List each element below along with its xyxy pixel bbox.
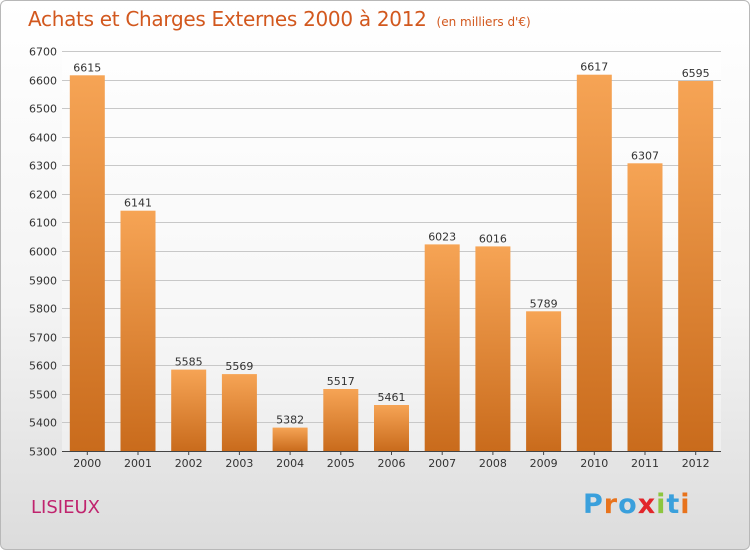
- bar-2008: [475, 246, 511, 451]
- y-tick-label: 6400: [29, 132, 57, 145]
- logo-letter: o: [618, 489, 638, 520]
- bar-2001: [120, 210, 156, 451]
- data-label: 5461: [378, 391, 406, 404]
- data-label: 6615: [73, 61, 101, 74]
- y-tick-label: 5600: [29, 360, 57, 373]
- logo-letter: i: [656, 489, 667, 520]
- y-tick-label: 5300: [29, 446, 57, 459]
- y-tick-label: 6500: [29, 103, 57, 116]
- bars: [69, 74, 714, 452]
- y-tick-label: 6600: [29, 75, 57, 88]
- x-tick-label: 2008: [479, 457, 507, 470]
- y-tick-label: 5800: [29, 303, 57, 316]
- data-label: 6617: [580, 61, 608, 74]
- data-label: 5569: [225, 360, 253, 373]
- x-tick-label: 2005: [327, 457, 355, 470]
- y-tick-label: 6200: [29, 189, 57, 202]
- y-tick-label: 5700: [29, 332, 57, 345]
- x-tick-label: 2004: [276, 457, 304, 470]
- bar-2010: [576, 74, 612, 451]
- y-tick-label: 6700: [29, 46, 57, 59]
- x-axis-ticks: 2000 2001 2002 2003 2004 2005 2006 2007 2008 2009…: [73, 451, 710, 470]
- y-tick-label: 5500: [29, 389, 57, 402]
- logo-letter: t: [666, 489, 681, 520]
- bar-2006: [374, 405, 409, 451]
- y-tick-label: 6100: [29, 217, 57, 230]
- unit-text: (en milliers d'€): [436, 15, 531, 29]
- x-tick-label: 2002: [175, 457, 203, 470]
- bar-2011: [627, 163, 663, 452]
- data-label: 6016: [479, 232, 507, 245]
- data-label: 5517: [327, 375, 355, 388]
- x-tick-label: 2009: [530, 457, 558, 470]
- chart-title: Achats et Charges Externes 2000 à 2012 (e…: [28, 7, 531, 31]
- data-label: 6307: [631, 149, 659, 162]
- bar-2002: [171, 369, 207, 451]
- x-tick-label: 2006: [378, 457, 406, 470]
- bar-2000: [69, 75, 105, 452]
- bar-2005: [323, 389, 359, 451]
- x-tick-label: 2000: [73, 457, 101, 470]
- data-labels: 6615 6141 5585 5569 5382 5517 5461 6023 6016 5789…: [73, 61, 709, 427]
- data-label: 5789: [530, 297, 558, 310]
- logo-letter: x: [637, 489, 657, 520]
- data-label: 6595: [682, 67, 710, 80]
- x-tick-label: 2012: [682, 457, 710, 470]
- bar-2007: [424, 244, 460, 451]
- bar-2012: [678, 81, 714, 451]
- title-text: Achats et Charges Externes 2000 à 2012: [28, 7, 427, 31]
- y-tick-label: 5400: [29, 417, 57, 430]
- data-label: 5585: [175, 356, 203, 369]
- y-axis-ticks: 5300 5400 5500 5600 5700 5800 5900 6000 6100 6200…: [29, 46, 57, 459]
- bar-2009: [526, 311, 562, 451]
- y-tick-label: 6300: [29, 160, 57, 173]
- data-label: 5382: [276, 414, 304, 427]
- bar-2003: [221, 374, 257, 451]
- y-tick-label: 6000: [29, 246, 57, 259]
- city-name: LISIEUX: [31, 497, 100, 518]
- logo-letter: r: [603, 489, 619, 520]
- x-tick-label: 2011: [631, 457, 659, 470]
- x-tick-label: 2003: [225, 457, 253, 470]
- logo-letter: i: [680, 489, 691, 520]
- x-tick-label: 2010: [580, 457, 608, 470]
- logo-letter: P: [583, 489, 604, 520]
- y-tick-label: 5900: [29, 275, 57, 288]
- data-label: 6141: [124, 197, 152, 210]
- bar-2004: [272, 427, 308, 451]
- data-label: 6023: [428, 230, 456, 243]
- x-tick-label: 2001: [124, 457, 152, 470]
- proxiti-logo: Proxiti: [583, 489, 691, 520]
- x-tick-label: 2007: [428, 457, 456, 470]
